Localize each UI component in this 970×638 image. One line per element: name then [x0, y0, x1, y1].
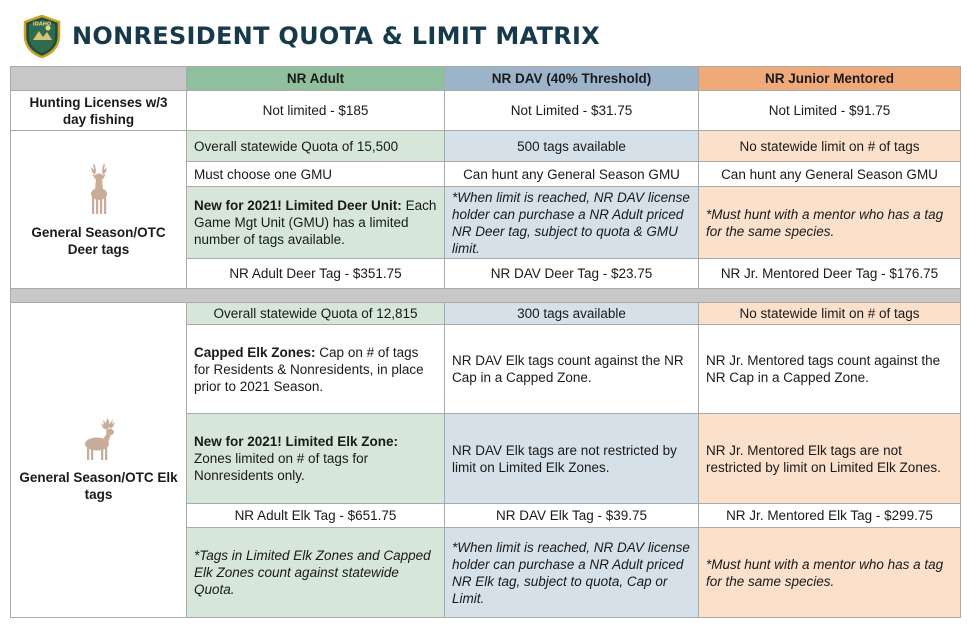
deer-limited-adult-heading: New for 2021! Limited Deer Unit:	[194, 198, 402, 213]
column-header-nr-adult: NR Adult	[186, 66, 445, 91]
elk-quota-dav-cell: 300 tags available	[444, 302, 699, 325]
elk-quota-row: General Season/OTC Elk tags Overall stat…	[10, 302, 961, 618]
elk-notes-junior-cell: *Must hunt with a mentor who has a tag f…	[698, 527, 961, 618]
elk-quota-junior-cell: No statewide limit on # of tags	[698, 302, 961, 325]
deer-gmu-adult-cell: Must choose one GMU	[186, 161, 445, 187]
deer-gmu-junior-cell: Can hunt any General Season GMU	[698, 161, 961, 187]
deer-limited-row: New for 2021! Limited Deer Unit: Each Ga…	[11, 186, 961, 259]
deer-quota-dav-cell: 500 tags available	[444, 130, 699, 162]
deer-price-adult-cell: NR Adult Deer Tag - $351.75	[186, 258, 445, 289]
elk-limited-adult-cell: New for 2021! Limited Elk Zone: Zones li…	[186, 413, 445, 504]
quota-limit-matrix: NR Adult NR DAV (40% Threshold) NR Junio…	[10, 66, 961, 618]
elk-capped-dav-cell: NR DAV Elk tags count against the NR Cap…	[444, 324, 699, 414]
deer-limited-adult-cell: New for 2021! Limited Deer Unit: Each Ga…	[186, 186, 445, 259]
column-header-row: NR Adult NR DAV (40% Threshold) NR Junio…	[10, 66, 961, 91]
elk-capped-junior-cell: NR Jr. Mentored tags count against the N…	[698, 324, 961, 414]
elk-price-row: NR Adult Elk Tag - $651.75 NR DAV Elk Ta…	[11, 503, 961, 528]
elk-notes-adult-cell: *Tags in Limited Elk Zones and Capped El…	[186, 527, 445, 618]
elk-icon	[84, 418, 115, 460]
elk-limited-row: New for 2021! Limited Elk Zone: Zones li…	[11, 413, 961, 504]
elk-limited-junior-cell: NR Jr. Mentored Elk tags are not restric…	[698, 413, 961, 504]
page-title: NONRESIDENT QUOTA & LIMIT MATRIX	[72, 22, 601, 50]
elk-quota-adult-cell: Overall statewide Quota of 12,815	[186, 302, 445, 325]
elk-price-adult-cell: NR Adult Elk Tag - $651.75	[186, 503, 445, 528]
licenses-adult-cell: Not limited - $185	[186, 90, 445, 131]
page-header: IDAHO NONRESIDENT QUOTA & LIMIT MATRIX	[22, 12, 600, 60]
deer-limited-dav-cell: *When limit is reached, NR DAV license h…	[444, 186, 699, 259]
elk-limited-adult-text: Zones limited on # of tags for Nonreside…	[194, 451, 369, 483]
elk-capped-row: Capped Elk Zones: Cap on # of tags for R…	[11, 324, 961, 414]
deer-section-label-cell: General Season/OTC Deer tags	[10, 130, 187, 289]
elk-price-junior-cell: NR Jr. Mentored Elk Tag - $299.75	[698, 503, 961, 528]
deer-quota-row: General Season/OTC Deer tags Overall sta…	[10, 130, 961, 289]
column-header-nr-junior: NR Junior Mentored	[698, 66, 961, 91]
licenses-junior-cell: Not Limited - $91.75	[698, 90, 961, 131]
licenses-row: Hunting Licenses w/3 day fishing Not lim…	[10, 90, 961, 131]
elk-limited-dav-cell: NR DAV Elk tags are not restricted by li…	[444, 413, 699, 504]
elk-capped-adult-heading: Capped Elk Zones:	[194, 344, 316, 360]
elk-limited-adult-heading: New for 2021! Limited Elk Zone:	[194, 434, 399, 449]
deer-limited-junior-cell: *Must hunt with a mentor who has a tag f…	[698, 186, 961, 259]
deer-limited-adult-text: Each Game Mgt Unit (GMU) has a limited n…	[194, 198, 437, 247]
section-separator	[10, 288, 961, 303]
column-header-blank	[10, 66, 187, 91]
elk-notes-row: *Tags in Limited Elk Zones and Capped El…	[11, 527, 961, 618]
deer-price-junior-cell: NR Jr. Mentored Deer Tag - $176.75	[698, 258, 961, 289]
section-separator-cell	[10, 288, 961, 303]
licenses-dav-cell: Not Limited - $31.75	[444, 90, 699, 131]
svg-text:IDAHO: IDAHO	[33, 22, 51, 28]
deer-icon	[90, 163, 107, 214]
idaho-fish-game-logo-icon: IDAHO	[23, 14, 61, 58]
elk-notes-dav-cell: *When limit is reached, NR DAV license h…	[444, 527, 699, 618]
column-header-nr-dav: NR DAV (40% Threshold)	[444, 66, 699, 91]
deer-price-dav-cell: NR DAV Deer Tag - $23.75	[444, 258, 699, 289]
deer-section-label: General Season/OTC Deer tags	[31, 224, 166, 257]
elk-capped-adult-cell: Capped Elk Zones: Cap on # of tags for R…	[186, 324, 445, 414]
elk-capped-adult-text: Cap on # of tags for Residents & Nonresi…	[194, 344, 424, 394]
elk-section-label: General Season/OTC Elk tags	[19, 470, 178, 502]
deer-gmu-row: Must choose one GMU Can hunt any General…	[11, 161, 961, 187]
elk-section-label-cell: General Season/OTC Elk tags	[10, 302, 187, 618]
licenses-row-label: Hunting Licenses w/3 day fishing	[10, 90, 187, 131]
elk-price-dav-cell: NR DAV Elk Tag - $39.75	[444, 503, 699, 528]
deer-quota-junior-cell: No statewide limit on # of tags	[698, 130, 961, 162]
deer-quota-adult-cell: Overall statewide Quota of 15,500	[186, 130, 445, 162]
deer-gmu-dav-cell: Can hunt any General Season GMU	[444, 161, 699, 187]
